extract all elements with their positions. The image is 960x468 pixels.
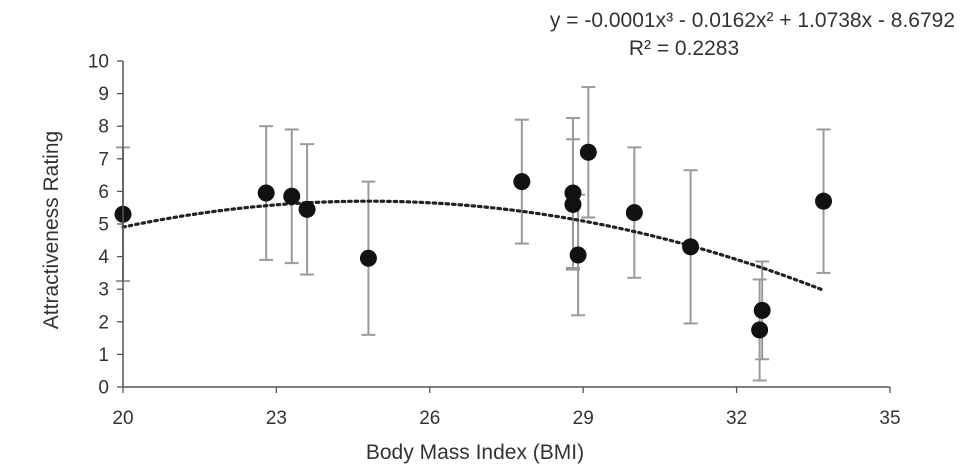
x-tick-label: 29 xyxy=(573,408,594,429)
y-tick-label: 7 xyxy=(98,149,109,170)
data-point xyxy=(753,301,771,319)
data-point xyxy=(564,195,582,213)
y-tick-label: 6 xyxy=(98,182,109,203)
y-tick-label: 3 xyxy=(98,280,109,301)
y-tick-label: 0 xyxy=(98,378,109,399)
y-tick-label: 8 xyxy=(98,117,109,138)
trendline-equation: y = -0.0001x³ - 0.0162x² + 1.0738x - 8.6… xyxy=(550,9,955,32)
data-point xyxy=(513,173,531,191)
x-axis-title: Body Mass Index (BMI) xyxy=(366,441,584,464)
axes xyxy=(117,60,891,393)
data-point xyxy=(283,187,301,205)
data-point xyxy=(625,204,643,222)
y-tick-label: 5 xyxy=(98,215,109,236)
x-tick-label: 32 xyxy=(726,408,747,429)
x-tick-labels: 20 23 26 29 32 35 xyxy=(112,408,900,429)
data-point xyxy=(751,321,769,339)
y-axis-title: Attractiveness Rating xyxy=(40,131,63,329)
data-point xyxy=(569,246,587,264)
x-tick-label: 23 xyxy=(266,408,287,429)
data-point xyxy=(298,200,316,218)
x-tick-label: 20 xyxy=(112,408,133,429)
trendline xyxy=(121,199,826,292)
x-tick-label: 26 xyxy=(419,408,440,429)
data-point xyxy=(359,249,377,267)
data-point xyxy=(682,238,700,256)
error-bars xyxy=(116,86,831,382)
y-tick-labels: 0 1 2 3 4 5 6 7 8 9 10 xyxy=(88,52,110,399)
data-point xyxy=(257,184,275,202)
r-squared-label: R² = 0.2283 xyxy=(629,37,739,60)
y-tick-label: 9 xyxy=(98,84,109,105)
y-tick-label: 10 xyxy=(88,52,109,73)
data-point xyxy=(579,143,597,161)
data-point xyxy=(815,192,833,210)
data-points xyxy=(114,143,833,339)
x-tick-label: 35 xyxy=(879,408,900,429)
y-tick-label: 2 xyxy=(98,312,109,333)
y-tick-label: 1 xyxy=(98,345,109,366)
y-tick-label: 4 xyxy=(98,247,109,268)
